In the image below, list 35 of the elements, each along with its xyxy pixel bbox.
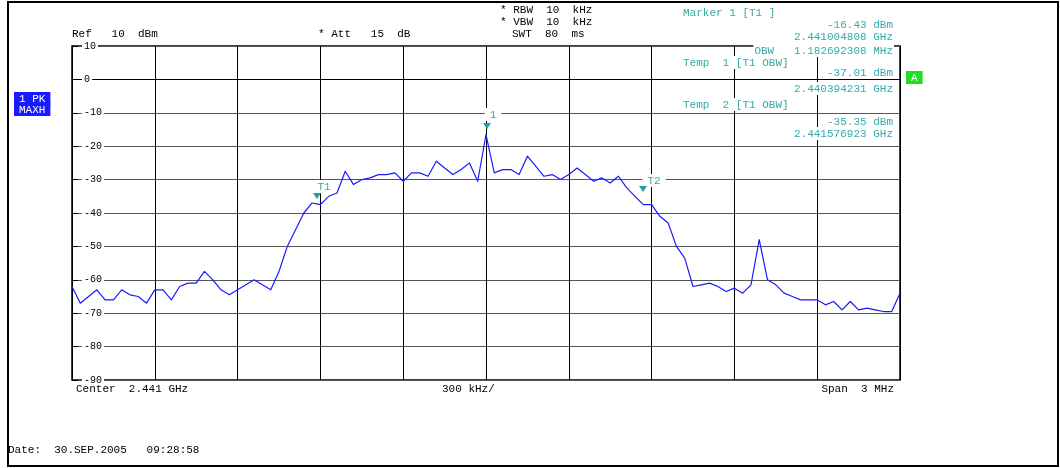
y-tick-label: -50	[84, 240, 103, 252]
y-tick-label: -20	[84, 140, 103, 152]
y-tick-label: -90	[84, 374, 103, 386]
annotation: 2.441576923 GHz	[793, 127, 893, 140]
text: -16.43 dBm	[826, 18, 894, 31]
text: SWT 80 ms	[512, 27, 585, 40]
text: 2.441004808 GHz	[793, 30, 893, 43]
annotation: T2	[647, 174, 661, 187]
annotation: OBW 1.182692308 MHz	[754, 44, 893, 57]
annotation: T1	[317, 180, 331, 193]
text: A	[911, 71, 918, 84]
y-tick-label: 0	[84, 73, 91, 85]
annotation: -37.01 dBm	[826, 66, 894, 79]
text: * VBW 10 kHz	[500, 15, 593, 28]
text: Date: 30.SEP.2005 09:28:58	[8, 443, 200, 456]
text: MAXH	[19, 103, 46, 116]
y-tick-label: -70	[84, 307, 103, 319]
annotation: -35.35 dBm	[826, 115, 894, 128]
text: * Att 15 dB	[318, 27, 411, 40]
text: Ref 10 dBm	[72, 27, 159, 40]
y-tick-label: -80	[84, 341, 103, 353]
y-tick-label: -30	[84, 174, 103, 186]
y-tick-label: -40	[84, 207, 103, 219]
text: 300 kHz/	[442, 382, 495, 395]
text: Marker 1 [T1 ]	[683, 6, 776, 19]
y-tick-label: -60	[84, 274, 103, 286]
text: * RBW 10 kHz	[500, 3, 593, 16]
annotation: 2.440394231 GHz	[793, 82, 893, 95]
y-tick-label: 10	[84, 40, 97, 52]
annotation: Temp 2 [T1 OBW]	[683, 98, 789, 111]
annotation: Temp 1 [T1 OBW]	[683, 56, 789, 69]
y-tick-label: -10	[84, 107, 103, 119]
text: 1 PK	[19, 92, 46, 105]
text: Span 3 MHz	[821, 382, 894, 395]
annotation: 1	[489, 108, 497, 121]
